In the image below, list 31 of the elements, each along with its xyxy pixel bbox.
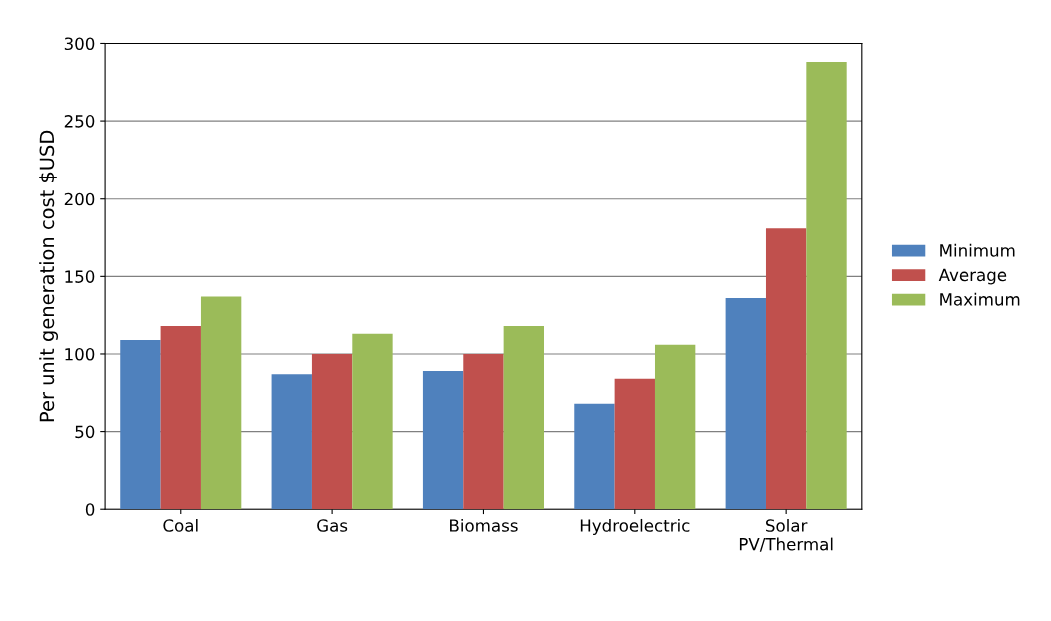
bar: [765, 228, 807, 510]
y-tick-label: 150: [65, 270, 95, 283]
x-tick-label: Solar PV/Thermal: [739, 518, 833, 552]
legend-label: Maximum: [940, 292, 1020, 306]
bar: [422, 371, 464, 510]
bar: [725, 298, 766, 510]
bar: [614, 378, 655, 510]
bar: [806, 62, 847, 510]
x-tick-label: Coal: [163, 518, 198, 532]
y-tick-label: 300: [64, 37, 95, 51]
y-tick-label: 250: [64, 115, 95, 128]
y-tick-label: 100: [65, 347, 95, 361]
bar: [200, 296, 242, 510]
bar: [271, 374, 312, 510]
bar: [463, 353, 504, 510]
bar: [352, 333, 393, 510]
y-axis-title: Per unit generation cost $USD: [39, 130, 59, 422]
y-tick-label: 0: [85, 503, 95, 516]
y-tick-label: 200: [64, 192, 95, 206]
legend-label: Average: [938, 268, 1007, 285]
x-tick-label: Hydroelectric: [580, 518, 690, 536]
bar: [160, 326, 201, 510]
legend-label: Minimum: [940, 243, 1015, 257]
x-tick-label: Gas: [317, 519, 348, 532]
bar: [574, 403, 615, 510]
bar: [503, 326, 544, 510]
bar: [120, 340, 161, 510]
x-tick-label: Biomass: [450, 518, 518, 532]
y-tick-label: 50: [75, 425, 95, 439]
bar: [654, 344, 696, 510]
bar: [311, 353, 353, 510]
